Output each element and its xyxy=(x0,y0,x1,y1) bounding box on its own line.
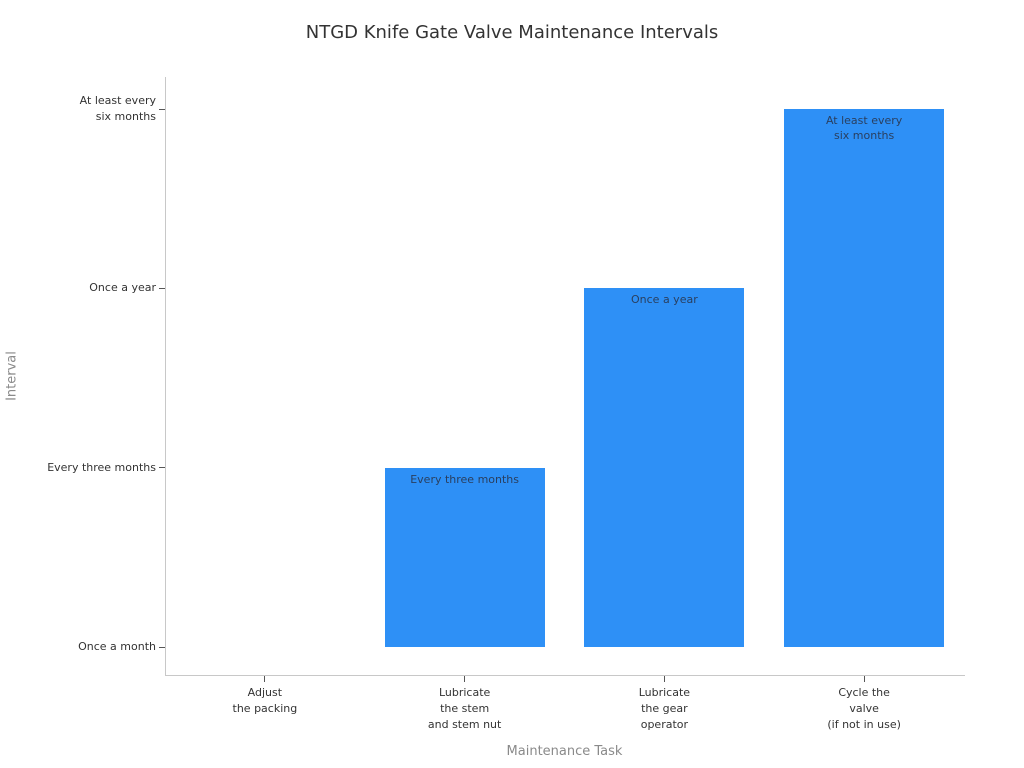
x-tick-mark xyxy=(264,676,266,682)
y-tick-label: Once a year xyxy=(89,281,156,295)
y-tick-mark xyxy=(159,646,165,648)
y-tick-mark xyxy=(159,467,165,469)
x-tick-label: Lubricate the gear operator xyxy=(638,686,691,731)
x-tick-label: Adjust the packing xyxy=(232,686,298,715)
y-tick-label: At least every six months xyxy=(79,94,156,123)
y-axis-title: Interval xyxy=(4,351,20,401)
x-axis-title: Maintenance Task xyxy=(506,744,623,759)
bar-value-label: At least every six months xyxy=(825,114,903,142)
y-tick-mark xyxy=(159,287,165,289)
x-tick-mark xyxy=(863,676,865,682)
bar-value-label: Once a year xyxy=(631,293,698,307)
bar xyxy=(584,288,745,647)
x-tick-label: Lubricate the stem and stem nut xyxy=(427,686,502,731)
bar xyxy=(384,467,545,647)
y-tick-label: Every three months xyxy=(47,460,156,474)
chart-title: NTGD Knife Gate Valve Maintenance Interv… xyxy=(305,22,719,43)
x-tick-label: Cycle the valve (if not in use) xyxy=(827,686,901,731)
bar-value-label: Every three months xyxy=(410,472,520,486)
x-tick-mark xyxy=(464,676,466,682)
plot-area xyxy=(165,77,965,676)
bar xyxy=(784,109,945,647)
y-tick-label: Once a month xyxy=(78,640,156,653)
x-tick-mark xyxy=(663,676,665,682)
y-tick-mark xyxy=(159,108,165,110)
